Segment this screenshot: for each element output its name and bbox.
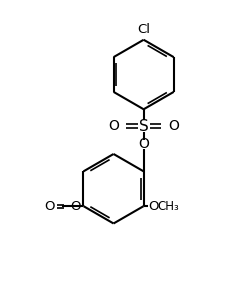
Text: O: O [138, 138, 149, 151]
Text: O: O [44, 200, 55, 213]
Text: O: O [70, 200, 81, 213]
Text: Cl: Cl [137, 23, 150, 36]
Text: O: O [148, 200, 159, 213]
Text: CH₃: CH₃ [157, 200, 179, 213]
Text: S: S [139, 119, 149, 134]
Text: O: O [168, 119, 179, 133]
Text: O: O [108, 119, 119, 133]
